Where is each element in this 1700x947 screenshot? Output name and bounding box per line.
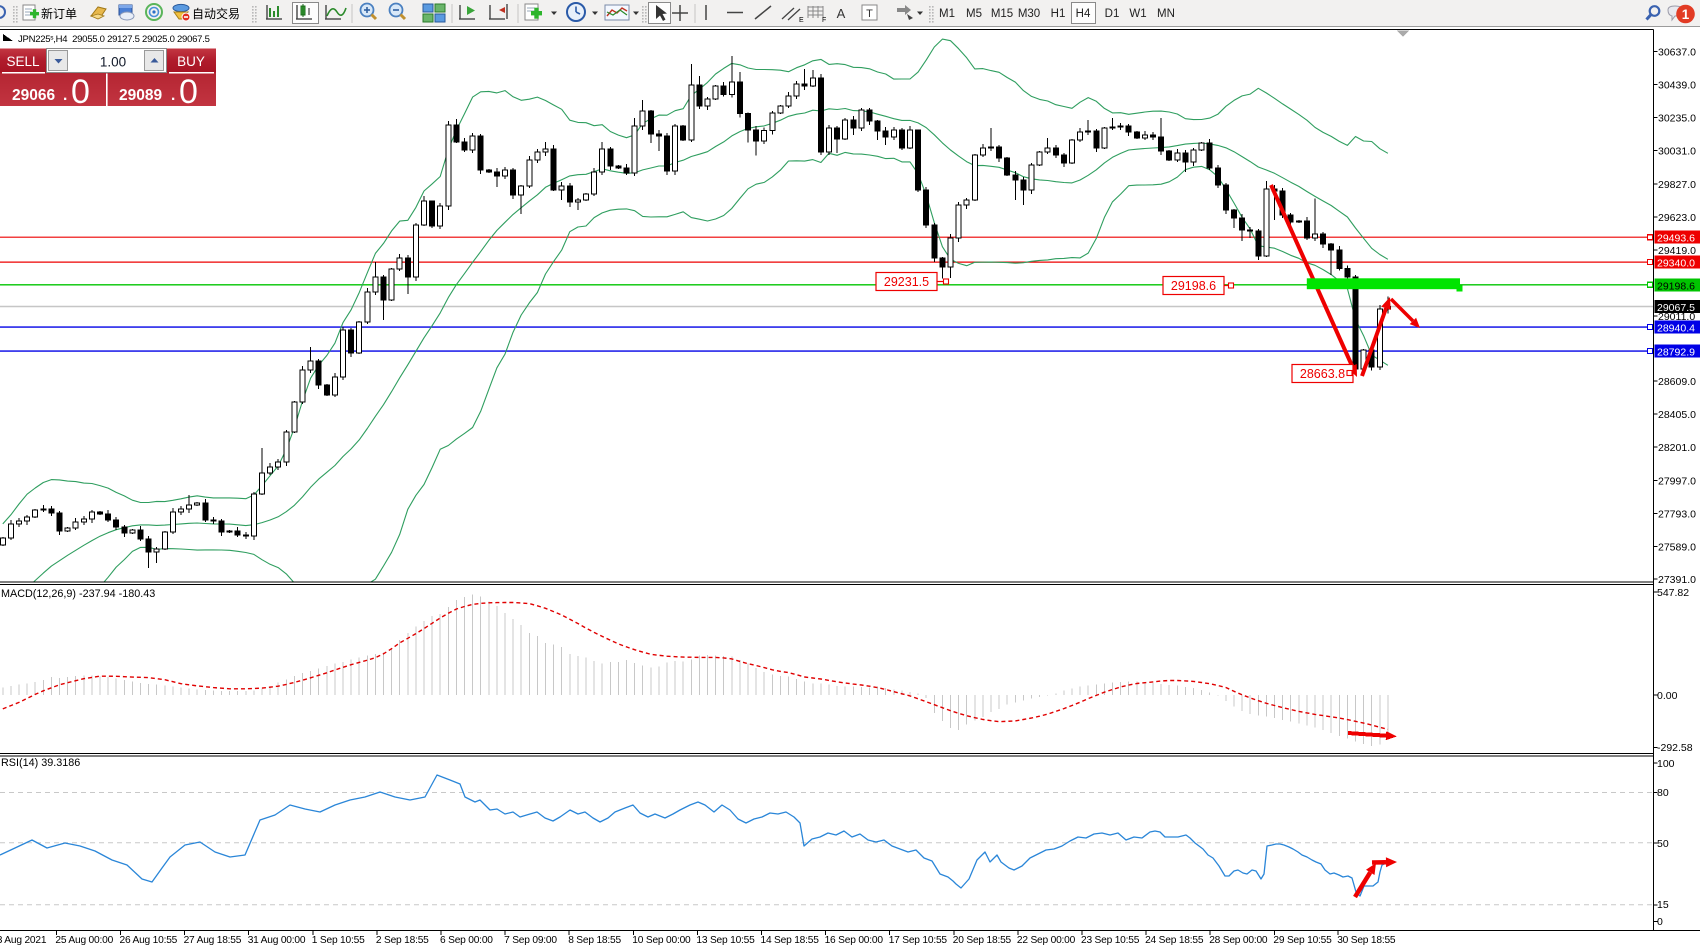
svg-text:15: 15 [1657,899,1669,911]
svg-text:29198.6: 29198.6 [1657,280,1695,292]
svg-text:H4: H4 [1076,8,1091,20]
svg-text:F: F [822,17,826,24]
svg-text:8 Sep 18:55: 8 Sep 18:55 [568,935,621,946]
svg-text:-292.58: -292.58 [1657,742,1693,754]
svg-text:1.00: 1.00 [100,55,126,70]
svg-text:自动交易: 自动交易 [192,6,240,21]
svg-text:30235.0: 30235.0 [1658,113,1696,125]
svg-text:28405.0: 28405.0 [1658,409,1696,421]
svg-text:27589.0: 27589.0 [1658,542,1696,554]
svg-text:0: 0 [1657,916,1663,928]
svg-text:30 Sep 18:55: 30 Sep 18:55 [1337,935,1396,946]
svg-text:30031.0: 30031.0 [1658,146,1696,158]
svg-text:17 Sep 10:55: 17 Sep 10:55 [889,935,948,946]
svg-text:16 Sep 00:00: 16 Sep 00:00 [825,935,884,946]
svg-text:29089: 29089 [119,87,162,104]
svg-text:31 Aug 00:00: 31 Aug 00:00 [248,935,306,946]
svg-text:80: 80 [1657,787,1669,799]
svg-text:H1: H1 [1051,8,1066,20]
svg-text:0: 0 [71,73,90,111]
svg-text:1 Sep 10:55: 1 Sep 10:55 [312,935,365,946]
svg-text:27 Aug 18:55: 27 Aug 18:55 [184,935,242,946]
svg-text:7 Sep 09:00: 7 Sep 09:00 [504,935,557,946]
svg-text:W1: W1 [1129,8,1146,20]
svg-text:0.00: 0.00 [1657,690,1678,702]
svg-text:25 Aug 00:00: 25 Aug 00:00 [55,935,113,946]
svg-text:28201.0: 28201.0 [1658,442,1696,454]
svg-text:D1: D1 [1105,8,1120,20]
svg-text:28 Sep 00:00: 28 Sep 00:00 [1209,935,1268,946]
svg-text:29493.6: 29493.6 [1657,233,1695,245]
svg-text:新订单: 新订单 [41,6,77,21]
svg-text:29231.5: 29231.5 [884,275,929,289]
svg-text:27997.0: 27997.0 [1658,475,1696,487]
svg-text:30439.0: 30439.0 [1658,80,1696,92]
svg-text:29 Sep 10:55: 29 Sep 10:55 [1273,935,1332,946]
svg-text:28792.9: 28792.9 [1657,347,1695,359]
svg-text:E: E [799,17,804,24]
svg-text:50: 50 [1657,838,1669,850]
svg-text:1: 1 [1682,7,1690,22]
svg-text:M1: M1 [939,8,955,20]
svg-text:24 Sep 18:55: 24 Sep 18:55 [1145,935,1204,946]
svg-text:RSI(14) 39.3186: RSI(14) 39.3186 [1,757,80,769]
svg-text:14 Sep 18:55: 14 Sep 18:55 [761,935,820,946]
svg-text:SELL: SELL [6,54,40,69]
svg-text:MN: MN [1157,8,1175,20]
svg-text:M30: M30 [1018,8,1040,20]
svg-text:29419.0: 29419.0 [1658,245,1696,257]
svg-text:29340.0: 29340.0 [1657,258,1695,270]
svg-text:30637.0: 30637.0 [1658,46,1696,58]
svg-text:23 Aug 2021: 23 Aug 2021 [0,935,47,946]
svg-text:M15: M15 [991,8,1013,20]
svg-text:BUY: BUY [177,54,205,69]
svg-text:10 Sep 00:00: 10 Sep 00:00 [632,935,691,946]
svg-text:29827.0: 29827.0 [1658,179,1696,191]
svg-text:547.82: 547.82 [1657,587,1689,599]
svg-text:23 Sep 10:55: 23 Sep 10:55 [1081,935,1140,946]
svg-text:29066: 29066 [12,87,55,104]
svg-text:13 Sep 10:55: 13 Sep 10:55 [696,935,755,946]
svg-text:29198.6: 29198.6 [1171,279,1216,293]
svg-text:22 Sep 00:00: 22 Sep 00:00 [1017,935,1076,946]
svg-text:A: A [837,6,846,21]
svg-text:T: T [866,8,873,20]
svg-text:29623.0: 29623.0 [1658,212,1696,224]
svg-text:29011.0: 29011.0 [1658,311,1695,323]
svg-text:6 Sep 00:00: 6 Sep 00:00 [440,935,493,946]
svg-text:M5: M5 [966,8,982,20]
svg-text:JPN225ˢ,H4 29055.0 29127.5 29: JPN225ˢ,H4 29055.0 29127.5 29025.0 29067… [18,34,210,45]
svg-text:26 Aug 10:55: 26 Aug 10:55 [120,935,178,946]
svg-text:27391.0: 27391.0 [1658,574,1696,586]
svg-text:MACD(12,26,9) -237.94 -180.43: MACD(12,26,9) -237.94 -180.43 [1,588,155,600]
svg-text:.: . [63,87,67,104]
svg-text:.: . [171,87,175,104]
svg-text:20 Sep 18:55: 20 Sep 18:55 [953,935,1012,946]
svg-text:28609.0: 28609.0 [1658,376,1696,388]
svg-text:28940.4: 28940.4 [1657,323,1695,335]
svg-text:29067.5: 29067.5 [1657,302,1695,314]
svg-text:28663.8: 28663.8 [1300,367,1345,381]
svg-text:2 Sep 18:55: 2 Sep 18:55 [376,935,429,946]
svg-text:27793.0: 27793.0 [1658,508,1696,520]
svg-text:100: 100 [1657,758,1675,770]
svg-text:0: 0 [179,73,198,111]
